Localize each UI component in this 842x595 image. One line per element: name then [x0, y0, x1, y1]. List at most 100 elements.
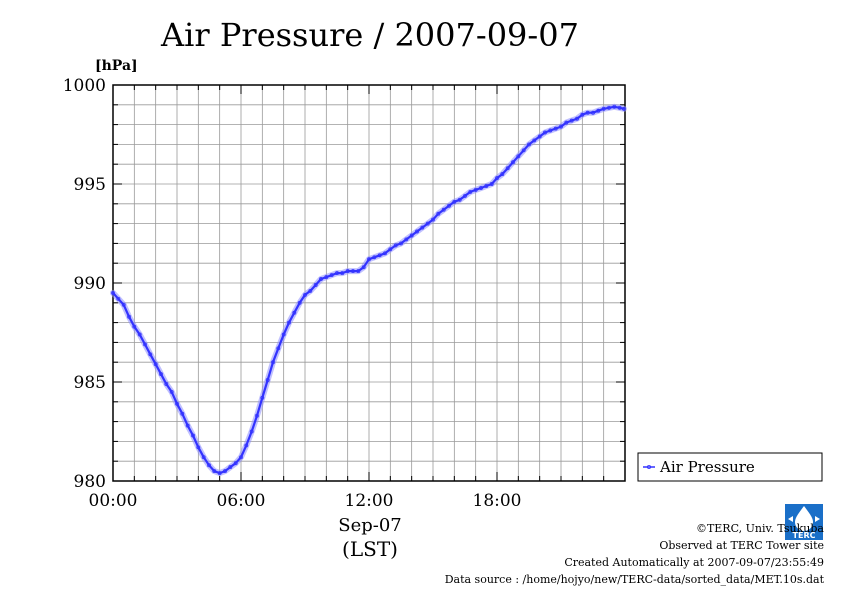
data-point: [548, 128, 553, 133]
data-point: [335, 271, 339, 276]
data-point: [361, 265, 366, 270]
data-point: [281, 332, 286, 337]
series-halo: [110, 103, 627, 477]
data-point: [164, 382, 169, 386]
data-point: [580, 112, 585, 117]
data-point: [463, 193, 467, 198]
data-point: [489, 182, 494, 186]
data-point: [276, 346, 281, 351]
data-point: [415, 229, 419, 234]
series-line-air-pressure: [111, 105, 626, 475]
data-point: [564, 120, 569, 125]
y-tick-label: 1000: [63, 76, 106, 96]
terc-logo: TERC: [785, 504, 823, 540]
data-point: [420, 225, 425, 230]
data-point: [532, 138, 537, 143]
x-axis-label: (LST): [342, 537, 398, 561]
data-point: [351, 269, 355, 274]
data-point: [249, 429, 254, 434]
data-point: [308, 288, 313, 293]
data-point: [265, 378, 270, 382]
data-point: [596, 108, 601, 113]
data-point: [559, 124, 563, 129]
data-point: [223, 469, 227, 474]
data-point: [111, 290, 115, 295]
data-point: [201, 455, 206, 460]
data-point: [516, 154, 521, 159]
data-point: [484, 184, 489, 188]
data-point: [356, 269, 361, 274]
data-point: [228, 465, 233, 470]
data-point: [255, 413, 259, 418]
chart-title: Air Pressure / 2007-09-07: [160, 16, 579, 54]
copyright-text: ©TERC, Univ. Tsukuba: [695, 522, 824, 535]
data-point: [447, 203, 451, 208]
y-tick-labels: 980 985 990 995 1000: [63, 76, 106, 492]
data-point: [601, 106, 606, 111]
data-point: [521, 148, 526, 153]
data-point: [436, 211, 441, 216]
data-point: [607, 105, 611, 110]
grid-lines: [113, 85, 625, 481]
data-point: [495, 176, 499, 181]
data-point: [207, 463, 211, 468]
data-point: [297, 300, 302, 305]
y-axis-label: [hPa]: [95, 58, 138, 74]
data-point: [260, 395, 265, 400]
data-point: [153, 362, 158, 367]
data-point: [500, 172, 505, 177]
data-point: [121, 302, 126, 307]
data-source-text: Data source : /home/hojyo/new/TERC-data/…: [444, 573, 824, 586]
data-point: [527, 142, 531, 147]
x-tick-label: 12:00: [345, 491, 394, 511]
data-point: [585, 110, 590, 115]
data-point: [313, 283, 318, 287]
data-point: [196, 445, 201, 450]
data-point: [452, 199, 457, 204]
data-point: [159, 372, 163, 377]
data-point: [505, 166, 510, 171]
data-point: [345, 269, 350, 274]
data-point: [621, 106, 626, 111]
created-text: Created Automatically at 2007-09-07/23:5…: [564, 556, 824, 569]
data-point: [377, 253, 382, 258]
data-point: [569, 118, 574, 123]
legend: Air Pressure: [637, 452, 823, 482]
data-point: [431, 217, 435, 222]
data-point: [137, 332, 142, 337]
data-point: [543, 130, 547, 135]
data-point: [217, 471, 222, 476]
data-point: [329, 273, 334, 278]
data-point: [388, 247, 393, 252]
data-point: [383, 251, 387, 256]
date-label: Sep-07: [338, 515, 402, 536]
data-point: [319, 277, 323, 281]
data-point: [479, 186, 483, 190]
data-point: [617, 105, 622, 110]
data-point: [404, 237, 409, 242]
x-tick-labels: 00:00 06:00 12:00 18:00: [89, 491, 522, 511]
legend-box: [637, 452, 823, 482]
data-point: [537, 134, 542, 139]
data-point: [425, 221, 430, 226]
y-tick-label: 990: [74, 274, 106, 294]
data-point: [180, 411, 185, 416]
data-point: [127, 314, 131, 319]
legend-marker: [647, 464, 652, 469]
axis-ticks: [112, 84, 626, 482]
data-point: [185, 423, 190, 428]
x-tick-label: 06:00: [217, 491, 266, 511]
data-point: [175, 401, 179, 406]
data-point: [367, 257, 371, 262]
data-point: [393, 243, 398, 248]
data-point: [244, 443, 249, 448]
data-point: [612, 104, 617, 109]
y-tick-label: 995: [74, 175, 106, 195]
x-tick-label: 18:00: [473, 491, 522, 511]
data-point: [553, 126, 558, 131]
data-point: [340, 271, 345, 276]
data-point: [271, 360, 275, 365]
x-tick-label: 00:00: [89, 491, 138, 511]
data-point: [287, 320, 291, 325]
